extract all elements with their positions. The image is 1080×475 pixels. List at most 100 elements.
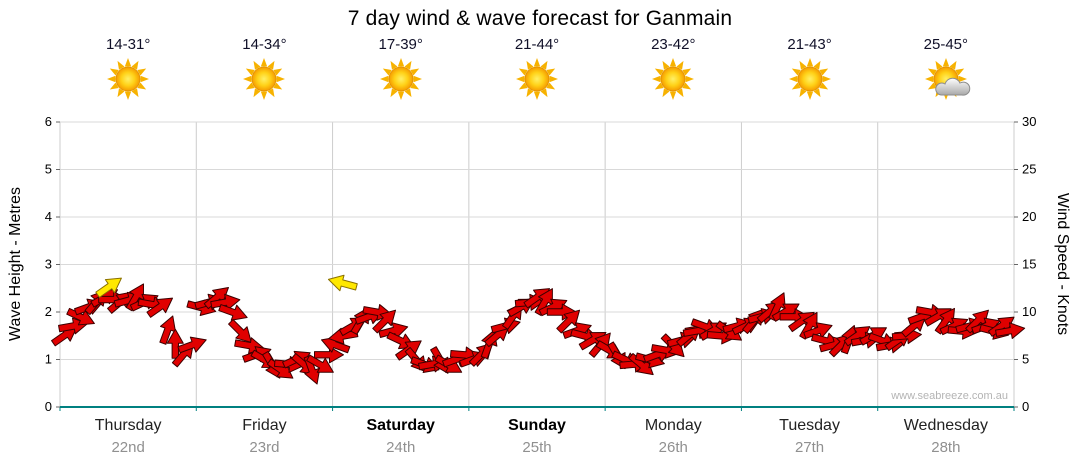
sun-ray (533, 91, 541, 100)
sun-ray (540, 60, 548, 70)
sun-ray (806, 58, 813, 67)
x-label-column: Monday 26th (605, 417, 741, 456)
sun-ray (267, 88, 275, 98)
sunny-icon (243, 58, 286, 100)
sun-ray (655, 68, 665, 76)
sun-ray (397, 58, 404, 67)
chart-title: 7 day wind & wave forecast for Ganmain (347, 7, 733, 30)
wind-arrow (314, 346, 344, 364)
sun-ray (652, 75, 661, 83)
date-label: 22nd (111, 439, 145, 456)
gust-arrow (95, 277, 122, 298)
temperature-label: 23-42° (651, 36, 696, 53)
right-tick-label: 25 (1022, 162, 1036, 177)
day-name-label: Tuesday (779, 417, 840, 434)
sun-ray (791, 82, 801, 90)
left-tick-label: 3 (45, 257, 52, 272)
sun-ray (540, 88, 548, 98)
wind-arrow (303, 355, 321, 385)
sun-ray (935, 60, 943, 70)
date-label: 27th (794, 439, 825, 456)
sun-ray (682, 68, 692, 76)
wind-arrow-shape (303, 355, 321, 385)
temperature-label: 21-44° (514, 36, 560, 53)
day-name-label: Saturday (366, 417, 435, 434)
sun-ray (927, 82, 937, 90)
sun-ray (788, 75, 798, 83)
sun-ray (253, 60, 261, 70)
wind-arrow (378, 322, 409, 339)
wind-arrow-shape (378, 322, 409, 339)
date-label: 25th (522, 439, 552, 456)
sunny-icon (107, 58, 150, 100)
sunny-icon (516, 58, 558, 100)
sun-ray (124, 91, 132, 100)
day-name-label: Friday (242, 417, 287, 434)
wind-arrow (177, 336, 207, 354)
sun-ray (927, 68, 937, 76)
wind-arrow (650, 341, 682, 359)
right-tick-label: 15 (1022, 257, 1036, 272)
wind-arrow-shape (995, 322, 1026, 340)
left-tick-label: 6 (45, 114, 52, 129)
sun-ray (549, 75, 558, 83)
wind-arrow-shape (650, 341, 682, 359)
sun-ray (799, 88, 807, 98)
sun-ray (140, 75, 150, 83)
sun-ray (818, 68, 828, 76)
sun-disc (115, 66, 141, 92)
wind-arrow-shape (66, 307, 95, 326)
sun-ray (813, 88, 821, 98)
date-label: 26th (658, 439, 688, 456)
sun-ray (526, 60, 534, 70)
sun-ray (390, 60, 398, 70)
sun-ray (546, 68, 556, 76)
sun-ray (533, 58, 541, 67)
sun-disc (252, 66, 277, 92)
right-tick-label: 30 (1022, 114, 1036, 129)
wind-arrow (306, 354, 334, 373)
sun-ray (137, 68, 147, 76)
watermark: www.seabreeze.com.au (891, 390, 1008, 402)
wind-arrow (210, 293, 241, 311)
left-tick-label: 5 (45, 162, 52, 177)
sun-ray (382, 68, 392, 76)
right-tick-label: 10 (1022, 304, 1036, 319)
sun-ray (117, 60, 125, 70)
sun-ray (682, 82, 692, 90)
sun-ray (409, 68, 419, 76)
sun-ray (379, 75, 389, 83)
wind-arrow-shape (159, 315, 177, 345)
sun-disc (388, 66, 414, 92)
sun-ray (276, 75, 286, 83)
sun-ray (670, 58, 677, 67)
left-tick-label: 2 (45, 304, 52, 319)
sun-ray (273, 82, 283, 90)
partly-cloudy-icon (924, 58, 971, 100)
date-label: 28th (931, 439, 961, 456)
sun-ray (958, 75, 967, 83)
sun-ray (413, 75, 422, 83)
wind-arrow-shape (706, 327, 737, 345)
sun-ray (516, 75, 525, 83)
sun-ray (117, 88, 125, 98)
wind-arrow-shape (228, 319, 252, 343)
sun-ray (942, 58, 950, 67)
sun-ray (273, 68, 283, 76)
sun-ray (409, 82, 419, 90)
temperature-label: 14-34° (242, 36, 287, 53)
sun-ray (662, 60, 670, 70)
wind-arrow (995, 322, 1026, 340)
right-tick-label: 20 (1022, 209, 1036, 224)
right-tick-label: 0 (1022, 399, 1029, 414)
sun-ray (818, 82, 828, 90)
wind-arrow-shape (628, 352, 654, 376)
sunny-icon (379, 58, 422, 100)
temperature-label: 21-43° (787, 36, 832, 53)
wind-arrow-shape (210, 293, 241, 311)
wind-arrow-shape (556, 309, 581, 334)
x-label-column: Saturday 24th (333, 417, 469, 456)
day-name-label: Monday (644, 417, 702, 434)
